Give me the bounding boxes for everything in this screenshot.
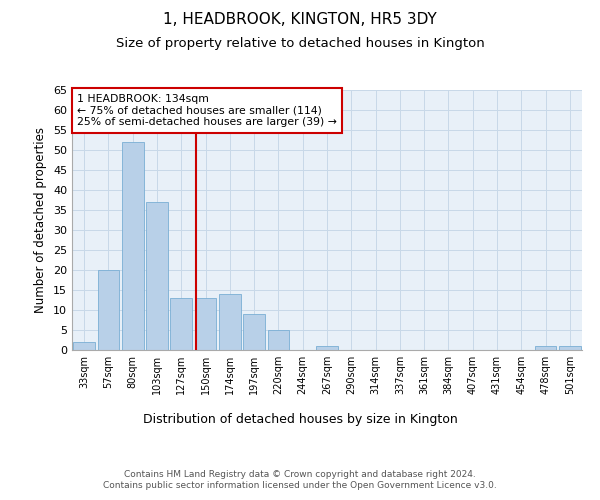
Text: 1 HEADBROOK: 134sqm
← 75% of detached houses are smaller (114)
25% of semi-detac: 1 HEADBROOK: 134sqm ← 75% of detached ho… [77, 94, 337, 127]
Bar [268, 330, 289, 350]
Bar [194, 298, 217, 350]
Bar [535, 346, 556, 350]
Bar [170, 298, 192, 350]
Bar [316, 346, 338, 350]
Bar [97, 270, 119, 350]
Bar [146, 202, 168, 350]
Bar [73, 342, 95, 350]
Text: Contains public sector information licensed under the Open Government Licence v3: Contains public sector information licen… [103, 481, 497, 490]
Bar [219, 294, 241, 350]
Text: Size of property relative to detached houses in Kington: Size of property relative to detached ho… [116, 38, 484, 51]
Text: 1, HEADBROOK, KINGTON, HR5 3DY: 1, HEADBROOK, KINGTON, HR5 3DY [163, 12, 437, 28]
Bar [122, 142, 143, 350]
Bar [559, 346, 581, 350]
Text: Contains HM Land Registry data © Crown copyright and database right 2024.: Contains HM Land Registry data © Crown c… [124, 470, 476, 479]
Y-axis label: Number of detached properties: Number of detached properties [34, 127, 47, 313]
Bar [243, 314, 265, 350]
Text: Distribution of detached houses by size in Kington: Distribution of detached houses by size … [143, 412, 457, 426]
